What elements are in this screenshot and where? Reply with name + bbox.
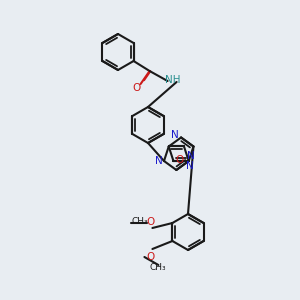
Text: N: N: [171, 130, 179, 140]
Text: N: N: [155, 156, 163, 166]
Text: O: O: [133, 83, 141, 93]
Text: CH₃: CH₃: [131, 218, 148, 226]
Text: NH: NH: [165, 75, 180, 85]
Text: O: O: [146, 217, 154, 227]
Text: O: O: [146, 252, 154, 262]
Text: CH₃: CH₃: [149, 262, 166, 272]
Text: N: N: [187, 151, 195, 161]
Text: N: N: [186, 161, 194, 171]
Text: O: O: [175, 155, 184, 165]
